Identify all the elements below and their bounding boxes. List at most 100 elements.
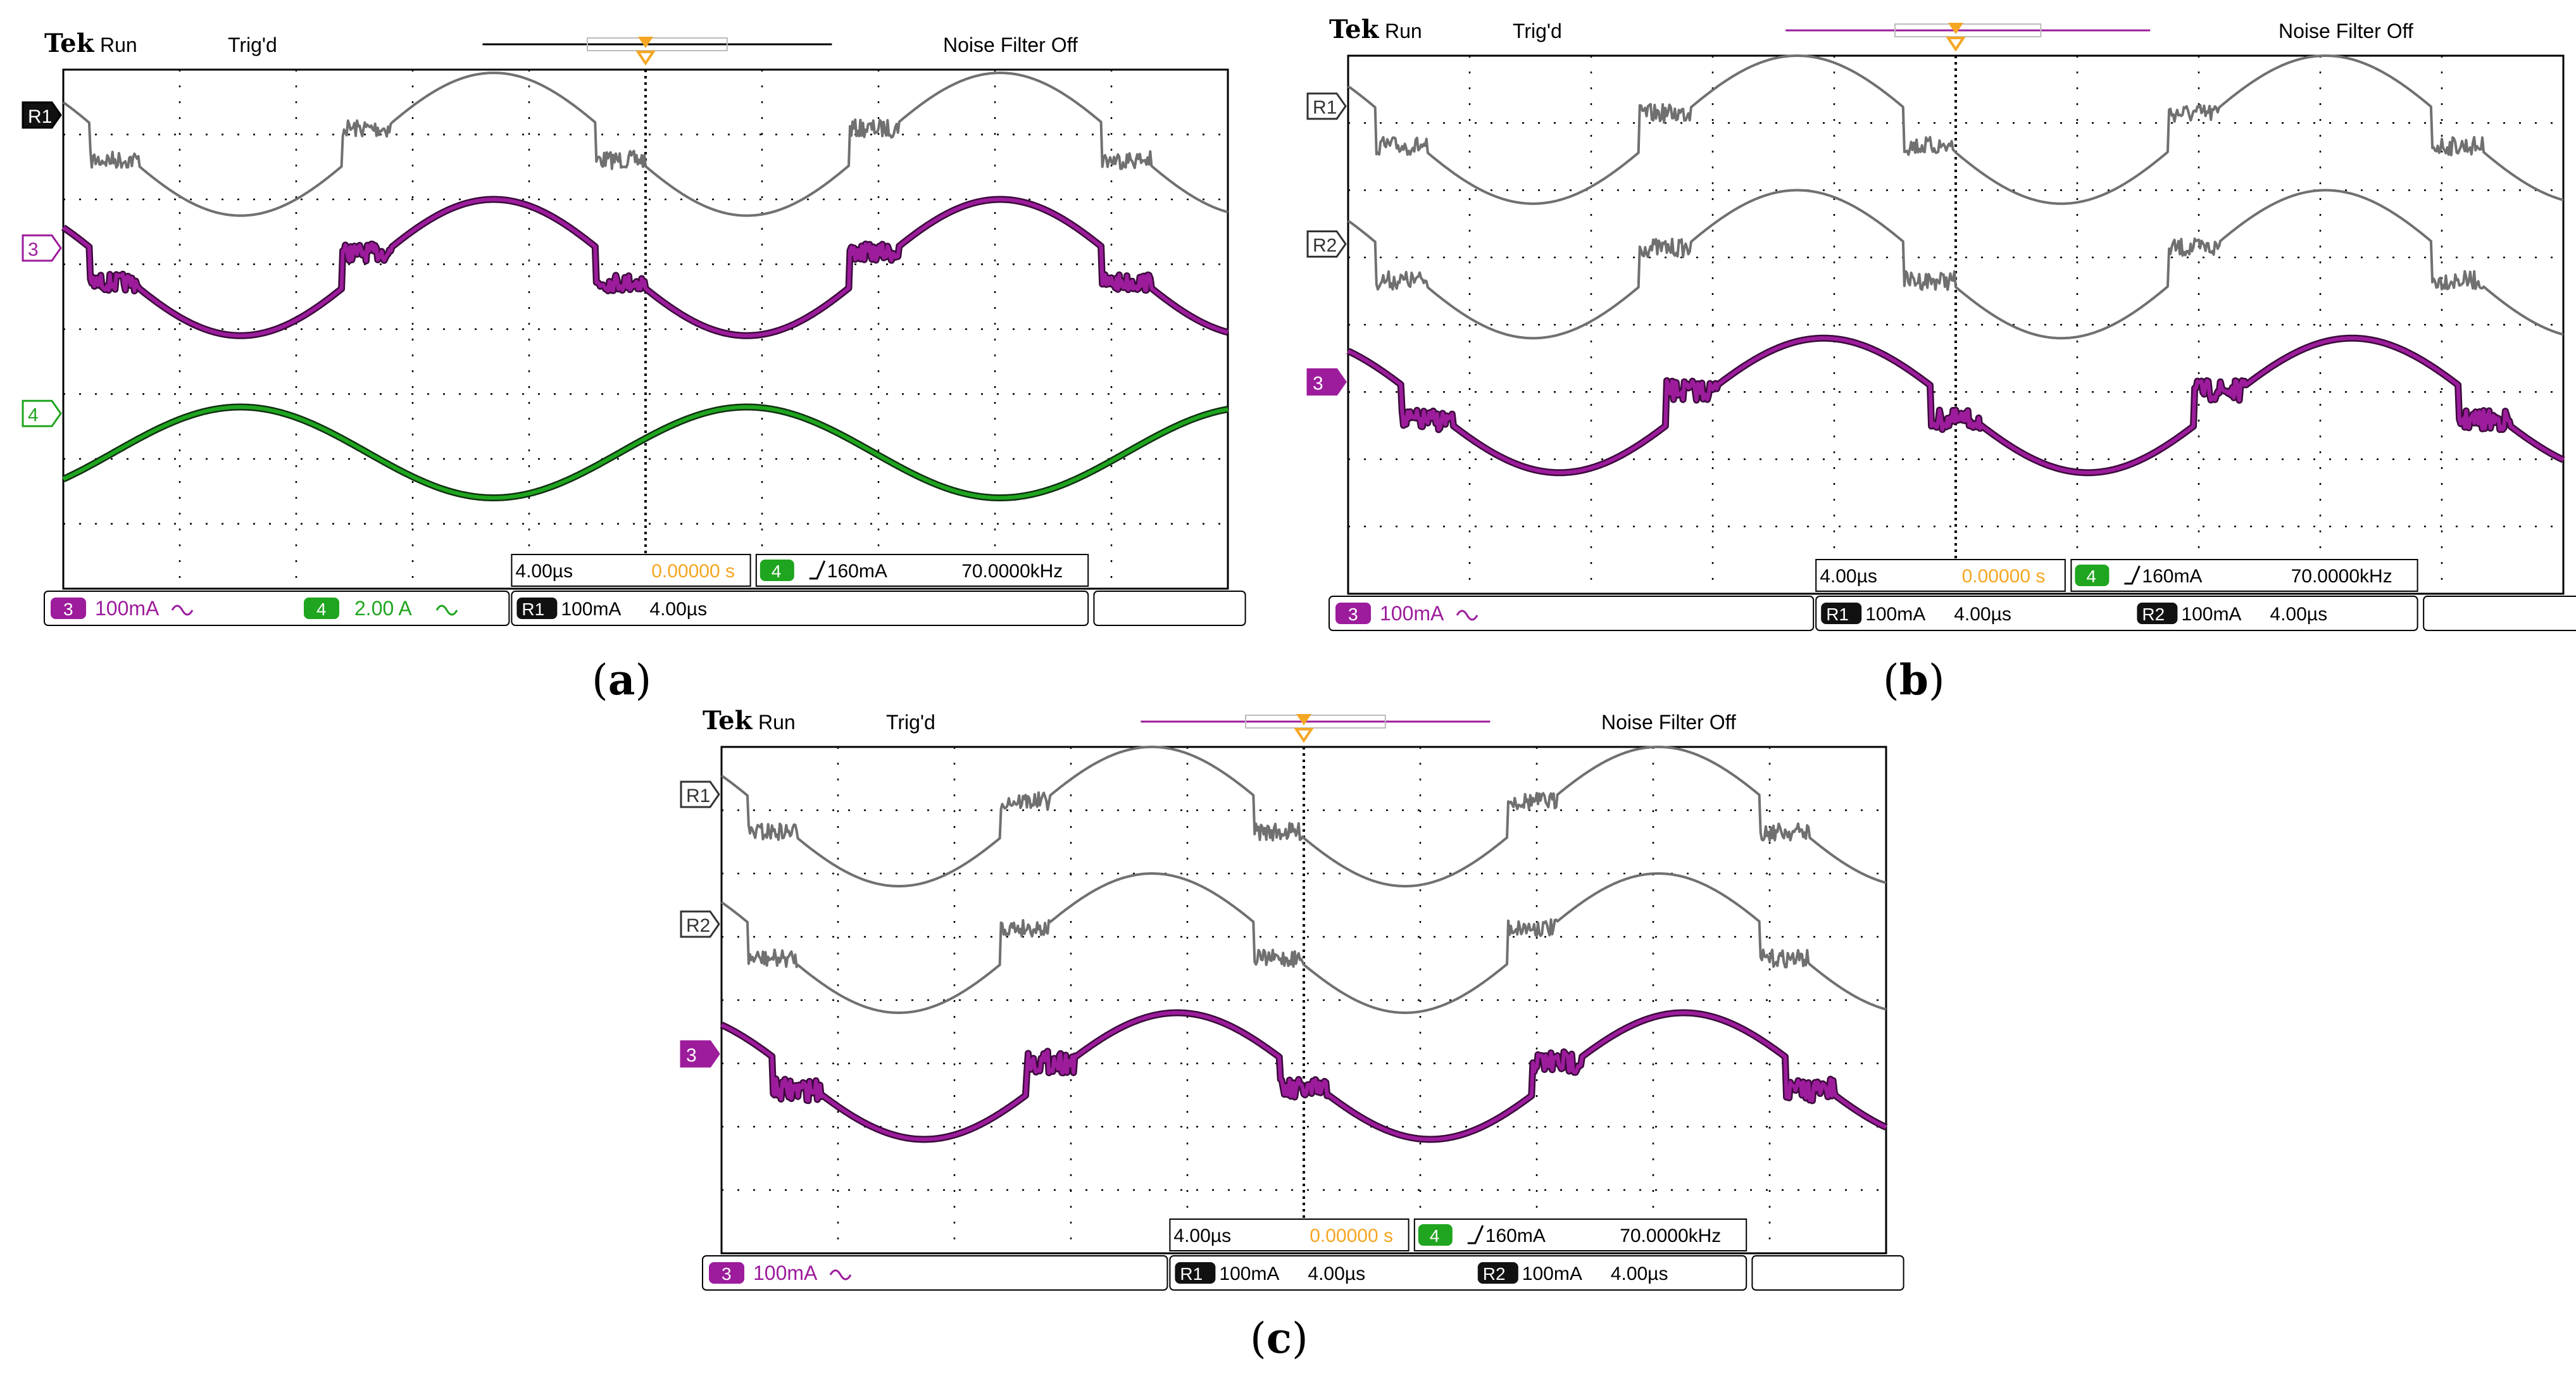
panel-a-trigger-delay-icon <box>635 51 656 66</box>
panel-b-ch3-ac-icon <box>1456 610 1479 621</box>
panel-c-timebase-text: 4.00µs <box>1173 1225 1231 1246</box>
caption-a-open: ( <box>592 656 608 705</box>
panel-c-marker-R2 <box>680 910 720 938</box>
panel-a-empty-box <box>1093 591 1246 626</box>
panel-a-record-window <box>587 37 728 51</box>
oscilloscope-panel-b: Tek Run Trig'd Noise Filter Off R1 R2 3 4.00µs 0… <box>1285 11 2576 638</box>
panel-a-trigger-pos-icon <box>638 37 653 48</box>
panel-a-grid <box>63 70 1228 589</box>
caption-c-open: ( <box>1250 1314 1266 1363</box>
panel-b-trigger-slope-icon <box>2124 565 2141 585</box>
panel-b-noise-filter: Noise Filter Off <box>2279 20 2413 42</box>
panel-c-marker-3 <box>680 1040 720 1068</box>
panel-a-trigger-pos-text: 0.00000 s <box>651 561 735 582</box>
panel-a-trace-3 <box>62 197 1229 338</box>
panel-c-ref-badge-text-R1: R1 <box>1180 1264 1203 1284</box>
panel-a-marker-label-4: 4 <box>28 404 39 425</box>
panel-a-ref-badge-R1 <box>516 598 558 619</box>
panel-a-ch4-badge <box>304 598 339 619</box>
panel-b-ref-badge-text-R1: R1 <box>1826 604 1849 624</box>
panel-c-trigger-slope-icon <box>1467 1225 1484 1244</box>
panel-c-ref-scale-box <box>1169 1255 1748 1291</box>
caption-a-close: ) <box>635 656 652 705</box>
panel-c-trigger-ch-badge <box>1418 1224 1453 1246</box>
panel-b-marker-label-R2: R2 <box>1313 235 1337 256</box>
panel-b-ch3-badge-text: 3 <box>1348 604 1358 624</box>
panel-b-trigger-pos-text: 0.00000 s <box>1962 566 2046 587</box>
scope-screen-a: Tek Run Trig'd Noise Filter Off R1 3 4 4.00µs 0.… <box>22 28 1246 626</box>
panel-a-trigger-ch-badge <box>760 560 794 581</box>
panel-a-run-status: Run <box>100 34 137 56</box>
oscilloscope-panel-a: Tek Run Trig'd Noise Filter Off R1 3 4 4.00µs 0.… <box>13 25 1246 633</box>
panel-a-trace-R1 <box>62 72 1229 217</box>
panel-b-ref-badge-R1 <box>1821 603 1862 624</box>
panel-c-trace-R2 <box>720 872 1887 1014</box>
caption-b: (b) <box>1883 655 1945 705</box>
caption-b-close: ) <box>1928 656 1945 705</box>
panel-c-trigger-box <box>1413 1218 1748 1251</box>
panel-b-ref-scale-text-R2: 100mA <box>2181 604 2241 625</box>
panel-b-timebase-box <box>1815 559 2066 592</box>
panel-a-marker-label-3: 3 <box>28 239 39 260</box>
panel-b-run-status: Run <box>1385 20 1422 42</box>
panel-a-ch4-scale-text: 2.00 A <box>354 597 412 620</box>
caption-b-open: ( <box>1883 656 1899 705</box>
panel-c-ref-time-text-R1: 4.00µs <box>1308 1263 1365 1284</box>
panel-b-trace-3 <box>1347 336 2565 475</box>
panel-b-timebase-text: 4.00µs <box>1820 566 1877 587</box>
panel-a-trigger-slope-icon <box>809 560 826 580</box>
panel-b-trace-R2 <box>1347 189 2564 340</box>
panel-b-trigger-ch-text: 4 <box>2086 567 2096 586</box>
panel-b-trace-R1 <box>1347 54 2564 205</box>
panel-c-grid <box>722 747 1886 1253</box>
panel-c-marker-R1 <box>680 780 720 808</box>
panel-b-marker-R2 <box>1306 230 1347 258</box>
panel-b-ref-scale-text-R1: 100mA <box>1865 604 1925 625</box>
panel-b-trigger-freq-text: 70.0000kHz <box>2291 566 2392 587</box>
panel-b-trigger-level-text: 160mA <box>2142 566 2202 587</box>
panel-c-run-status: Run <box>758 711 796 734</box>
caption-b-letter: b <box>1899 655 1929 705</box>
panel-a-timebase-text: 4.00µs <box>515 561 573 582</box>
panel-a-ch-scale-box <box>44 591 510 626</box>
panel-b-trig-status: Trig'd <box>1513 20 1562 42</box>
panel-a-ch4-ac-icon <box>435 604 458 616</box>
panel-b-ch3-badge <box>1335 603 1371 624</box>
panel-a-trace-4 <box>62 405 1229 500</box>
panel-c-trigger-freq-text: 70.0000kHz <box>1620 1225 1721 1246</box>
panel-b-record-window <box>1894 23 2042 37</box>
panel-c-ref-badge-R1 <box>1175 1262 1216 1284</box>
panel-c-ch3-badge <box>709 1262 744 1284</box>
panel-c-ref-badge-R2 <box>1477 1262 1518 1284</box>
panel-c-timebase-box <box>1169 1218 1410 1251</box>
panel-b-ch-scale-box <box>1329 596 1815 631</box>
panel-a-brand-text: Tek <box>44 28 95 58</box>
panel-a-ref-scale-text-R1: 100mA <box>561 599 621 620</box>
panel-a-marker-4 <box>22 399 62 427</box>
panel-a-ref-time-text-R1: 4.00µs <box>649 599 707 620</box>
panel-c-trace-R1 <box>720 746 1887 887</box>
panel-b-trigger-ch-badge <box>2075 565 2110 586</box>
panel-c-ch3-badge-text: 3 <box>722 1264 732 1284</box>
panel-c-ref-scale-text-R1: 100mA <box>1219 1263 1279 1284</box>
panel-a-trigger-level-text: 160mA <box>827 561 887 582</box>
panel-c-noise-filter: Noise Filter Off <box>1601 711 1736 734</box>
caption-a: (a) <box>592 655 651 705</box>
panel-c-ch-scale-box <box>702 1255 1168 1291</box>
panel-a-marker-3 <box>22 234 62 262</box>
panel-a-trig-status: Trig'd <box>228 34 277 56</box>
panel-b-marker-label-3: 3 <box>1313 373 1323 394</box>
caption-c: (c) <box>1250 1313 1308 1363</box>
panel-b-marker-R1 <box>1306 92 1347 120</box>
caption-a-letter: a <box>608 655 635 705</box>
panel-b-grid <box>1348 56 2563 594</box>
panel-c-empty-box <box>1751 1255 1904 1291</box>
panel-a-noise-filter: Noise Filter Off <box>943 34 1078 56</box>
panel-b-ref-badge-R2 <box>2137 603 2178 624</box>
panel-a-marker-label-R1: R1 <box>28 106 52 127</box>
panel-a-timebase-box <box>511 554 751 587</box>
panel-c-trigger-pos-icon <box>1296 714 1311 725</box>
panel-c-brand-text: Tek <box>703 706 753 736</box>
panel-b-trigger-box <box>2070 559 2418 592</box>
panel-c-trigger-ch-text: 4 <box>1430 1226 1440 1246</box>
